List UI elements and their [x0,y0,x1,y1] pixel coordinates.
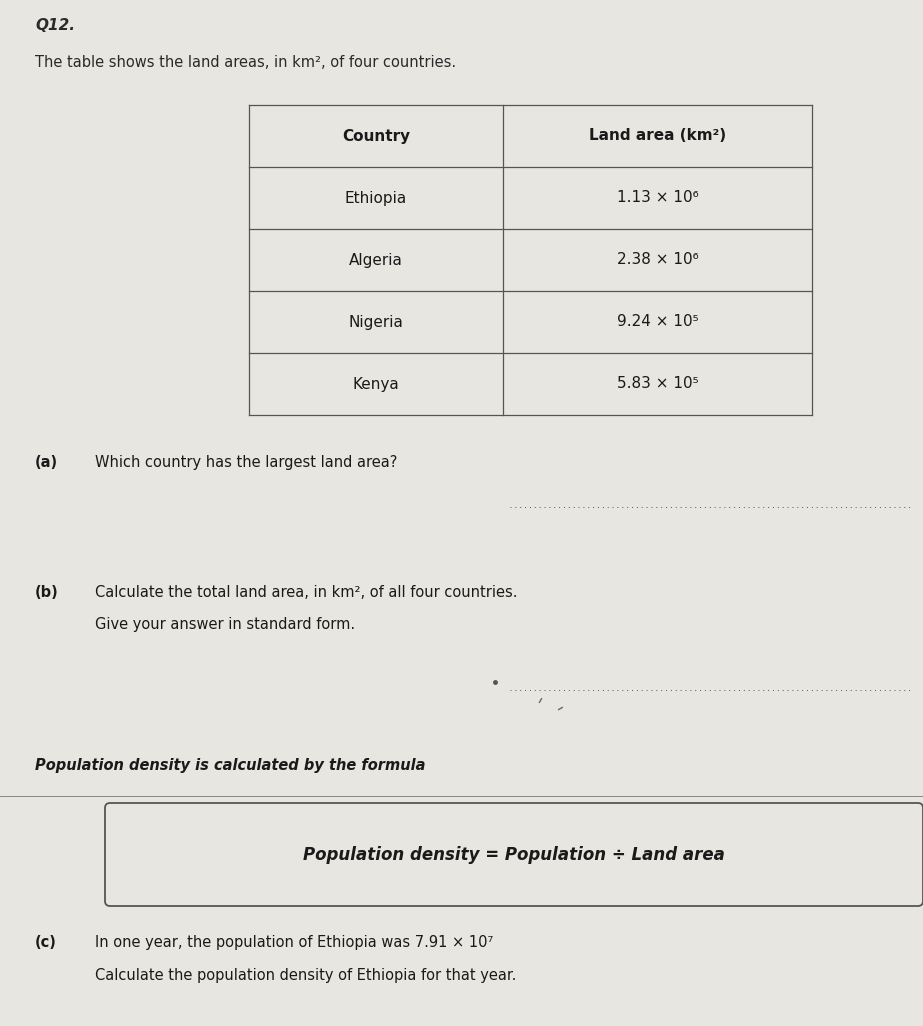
Text: (a): (a) [35,455,58,470]
Text: 1.13 × 10⁶: 1.13 × 10⁶ [617,191,699,205]
Text: Ethiopia: Ethiopia [345,191,407,205]
Text: 9.24 × 10⁵: 9.24 × 10⁵ [617,315,699,329]
Text: Nigeria: Nigeria [349,315,403,329]
Text: (c): (c) [35,935,57,950]
Text: 2.38 × 10⁶: 2.38 × 10⁶ [617,252,699,268]
Text: (b): (b) [35,585,59,600]
Text: Population density = Population ÷ Land area: Population density = Population ÷ Land a… [303,845,725,864]
Text: Algeria: Algeria [349,252,403,268]
Text: Land area (km²): Land area (km²) [589,128,726,144]
Text: Country: Country [342,128,410,144]
Text: In one year, the population of Ethiopia was 7.91 × 10⁷: In one year, the population of Ethiopia … [95,935,494,950]
Text: Population density is calculated by the formula: Population density is calculated by the … [35,758,426,773]
Text: Calculate the population density of Ethiopia for that year.: Calculate the population density of Ethi… [95,968,516,983]
Text: Which country has the largest land area?: Which country has the largest land area? [95,455,398,470]
Text: 5.83 × 10⁵: 5.83 × 10⁵ [617,377,699,392]
Text: The table shows the land areas, in km², of four countries.: The table shows the land areas, in km², … [35,55,456,70]
Text: Kenya: Kenya [353,377,400,392]
Text: Give your answer in standard form.: Give your answer in standard form. [95,617,355,632]
FancyBboxPatch shape [105,803,923,906]
Text: Calculate the total land area, in km², of all four countries.: Calculate the total land area, in km², o… [95,585,518,600]
Text: Q12.: Q12. [35,18,75,33]
